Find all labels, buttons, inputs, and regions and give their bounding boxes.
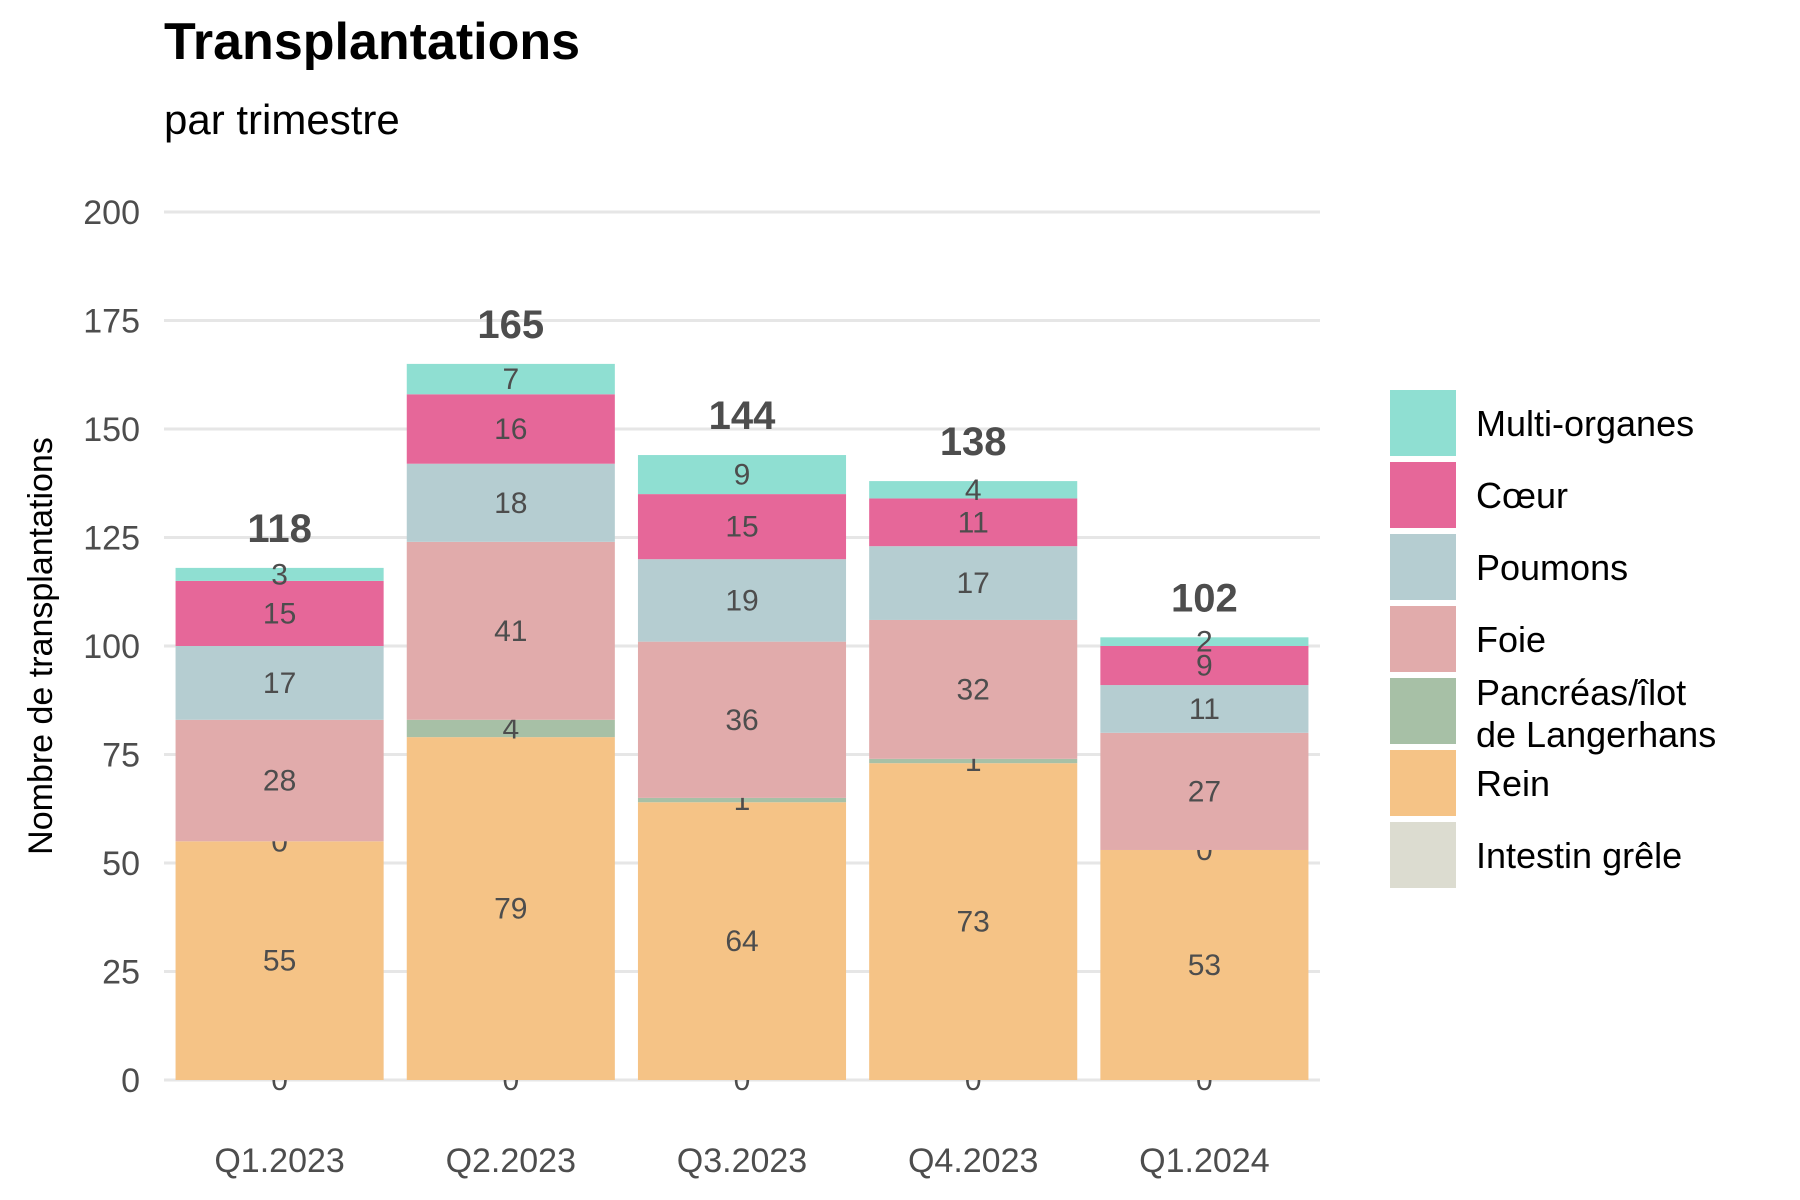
segment-value-label-1-5: 17 [263,667,296,700]
segment-value-label-5-6: 9 [1196,650,1213,683]
bar-segment-1-4 [175,719,384,842]
legend-key-6 [1390,750,1456,816]
y-tick-label-150: 150 [83,411,140,449]
y-tick-label-125: 125 [83,520,140,558]
legend-label-4: Foie [1476,619,1546,660]
bar-segment-1-7 [175,567,384,581]
bar-segment-3-5 [637,559,847,642]
bar-segment-5-4 [1100,732,1309,850]
chart-subtitle: par trimestre [164,96,400,143]
x-tick-label-5: Q1.2024 [1139,1142,1269,1180]
segment-value-label-1-4: 28 [263,765,296,798]
chart-title: Transplantations [164,13,581,71]
bar-segment-3-3 [637,797,847,803]
legend-key-2 [1390,462,1456,528]
segment-value-label-3-6: 15 [725,511,758,544]
legend-key-7 [1390,822,1456,888]
legend-key-1 [1390,390,1456,456]
bar-segment-4-3 [869,758,1078,764]
y-tick-label-25: 25 [102,954,140,992]
legend-label-6: Rein [1476,763,1550,804]
segment-value-label-2-6: 16 [494,413,527,446]
bar-segment-1-2 [175,841,384,1080]
bar-segment-2-4 [406,541,615,720]
bar-segment-2-2 [406,737,615,1080]
bar-total-label-1: 118 [247,507,312,551]
legend-label-3: Poumons [1476,547,1628,588]
bar-segment-5-6 [1100,646,1309,686]
segment-value-label-4-4: 32 [957,673,990,706]
segment-value-label-3-5: 19 [725,584,758,617]
x-tick-label-4: Q4.2023 [908,1142,1038,1180]
bar-total-label-4: 138 [940,420,1007,464]
y-tick-label-0: 0 [121,1062,140,1100]
segment-value-label-4-2: 73 [957,906,990,939]
x-tick-label-1: Q1.2023 [214,1142,344,1180]
segment-value-label-2-3: 4 [502,712,519,745]
legend-label-5-line-1: Pancréas/îlot [1476,672,1686,713]
bar-segment-5-7 [1100,637,1309,646]
bar-segment-3-7 [637,455,847,495]
bar-segment-2-6 [406,394,615,464]
bar-segment-4-6 [869,498,1078,547]
bar-segment-1-5 [175,646,384,720]
bar-segment-4-7 [869,481,1078,499]
segment-value-label-4-5: 17 [957,567,990,600]
x-tick-label-2: Q2.2023 [446,1142,576,1180]
bar-segment-1-6 [175,580,384,646]
y-tick-label-175: 175 [83,303,140,341]
bar-segment-4-4 [869,619,1078,759]
bar-segment-5-2 [1100,849,1309,1080]
bar-segment-5-5 [1100,685,1309,733]
legend-key-5 [1390,678,1456,744]
segment-value-label-4-6: 11 [958,506,989,539]
segment-value-label-2-4: 41 [494,615,527,648]
y-tick-label-200: 200 [83,194,140,232]
bar-total-label-3: 144 [709,394,776,438]
segment-value-label-2-2: 79 [494,893,527,926]
segment-value-label-5-7: 2 [1196,626,1213,659]
segment-value-label-2-7: 7 [502,363,519,396]
legend-key-3 [1390,534,1456,600]
bar-segment-3-6 [637,494,847,560]
segment-value-label-1-7: 3 [271,558,288,591]
y-tick-label-100: 100 [83,628,140,666]
bar-segment-4-2 [869,763,1078,1080]
bar-segment-4-5 [869,546,1078,620]
bar-segment-3-2 [637,802,847,1080]
segment-value-label-5-2: 53 [1188,949,1221,982]
x-tick-label-3: Q3.2023 [677,1142,807,1180]
segment-value-label-1-6: 15 [263,597,296,630]
bar-total-label-5: 102 [1171,576,1238,620]
legend-label-5-line-2: de Langerhans [1476,714,1716,755]
segment-value-label-3-4: 36 [725,704,758,737]
segment-value-label-3-7: 9 [734,459,751,492]
bar-segment-2-7 [406,363,615,395]
segment-value-label-5-4: 27 [1188,775,1221,808]
segment-value-label-2-5: 18 [494,487,527,520]
bar-segment-2-5 [406,463,615,542]
segment-value-label-1-2: 55 [263,945,296,978]
segment-value-label-3-2: 64 [725,925,758,958]
bar-segment-2-3 [406,719,615,738]
legend-key-4 [1390,606,1456,672]
segment-value-label-5-5: 11 [1189,693,1220,726]
legend-label-2: Cœur [1476,475,1568,516]
bar-segment-3-4 [637,641,847,798]
segment-value-label-4-7: 4 [965,474,982,507]
y-tick-label-50: 50 [102,845,140,883]
y-axis-title: Nombre de transplantations [22,437,60,855]
bar-total-label-2: 165 [477,303,544,347]
legend-label-1: Multi-organes [1476,403,1694,444]
legend-label-7: Intestin grêle [1476,835,1682,876]
y-tick-label-75: 75 [102,737,140,775]
